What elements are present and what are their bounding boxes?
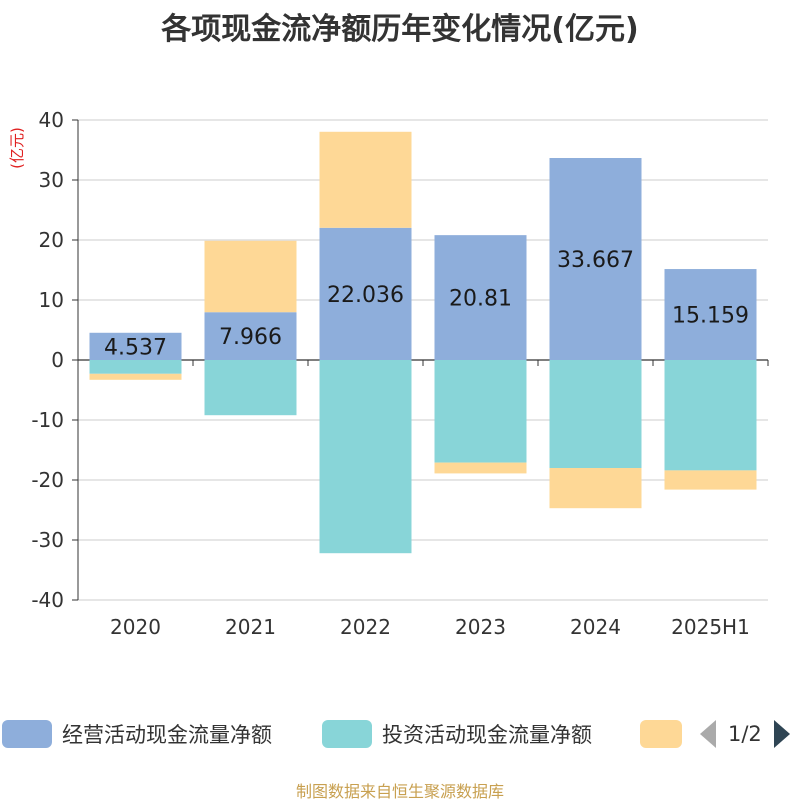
y-tick-label: 30 (39, 168, 64, 192)
bar-series-1-2025H1[interactable] (664, 360, 757, 471)
legend-swatch-third (640, 720, 682, 748)
bar-series-0-2025H1[interactable] (664, 269, 757, 360)
bar-series-1-2024[interactable] (549, 360, 642, 468)
legend-item-third[interactable] (640, 716, 682, 752)
bar-series-0-2024[interactable] (549, 157, 642, 360)
legend: 经营活动现金流量净额 投资活动现金流量净额 1/2 (0, 716, 800, 752)
bar-series-1-2021[interactable] (204, 360, 297, 416)
bar-series-2-2025H1[interactable] (664, 470, 757, 490)
data-label: 4.537 (104, 335, 167, 360)
x-tick-label: 2021 (225, 615, 276, 639)
y-axis-unit: (亿元) (8, 127, 26, 169)
source-note: 制图数据来自恒生聚源数据库 (295, 782, 504, 801)
x-tick-label: 2022 (340, 615, 391, 639)
bar-series-1-2023[interactable] (434, 360, 527, 463)
bar-chart: 40 30 20 10 0 -10 -20 -30 -40 2020 2021 2022 2023 202… (8, 108, 769, 639)
bar-series-1-2020[interactable] (89, 360, 182, 374)
bar-series-0-2023[interactable] (434, 235, 527, 360)
legend-item-investing[interactable]: 投资活动现金流量净额 (322, 716, 592, 752)
x-tick-label: 2025H1 (671, 615, 750, 639)
bar-series-2-2022[interactable] (319, 131, 412, 228)
pager-text: 1/2 (728, 722, 762, 746)
legend-label-investing: 投资活动现金流量净额 (382, 723, 592, 747)
y-tick-label: 40 (39, 108, 64, 132)
y-tick-label: -30 (31, 528, 64, 552)
bar-series-2-2020[interactable] (89, 373, 182, 380)
bar-series-1-2022[interactable] (319, 360, 412, 554)
legend-item-operating[interactable]: 经营活动现金流量净额 (2, 716, 272, 752)
y-tick-label: -10 (31, 408, 64, 432)
bar-series-2-2023[interactable] (434, 462, 527, 474)
data-label: 20.81 (449, 287, 512, 312)
data-label: 33.667 (557, 248, 634, 273)
y-tick-label: -20 (31, 468, 64, 492)
legend-label-operating: 经营活动现金流量净额 (62, 723, 272, 747)
data-labels: 4.537 7.966 22.036 20.81 33.667 15.159 (104, 248, 749, 360)
legend-pager: 1/2 (700, 716, 790, 752)
axes: 40 30 20 10 0 -10 -20 -30 -40 2020 2021 2022 2023 202… (31, 108, 769, 639)
chart-title: 各项现金流净额历年变化情况(亿元) (161, 12, 639, 47)
legend-swatch-investing (322, 720, 372, 748)
x-tick-label: 2024 (570, 615, 621, 639)
legend-swatch-operating (2, 720, 52, 748)
bar-series-0-2022[interactable] (319, 227, 412, 360)
x-tick-label: 2023 (455, 615, 506, 639)
x-tick-label: 2020 (110, 615, 161, 639)
bars (89, 131, 757, 554)
y-tick-label: 10 (39, 288, 64, 312)
grid-lines (78, 119, 768, 601)
pager-prev-icon[interactable] (700, 720, 716, 748)
bar-series-0-2021[interactable] (204, 312, 297, 360)
bar-series-2-2021[interactable] (204, 240, 297, 313)
bar-series-2-2024[interactable] (549, 468, 642, 509)
pager-next-icon[interactable] (773, 720, 790, 748)
data-label: 15.159 (672, 304, 749, 329)
y-tick-label: 0 (51, 348, 64, 372)
data-label: 7.966 (219, 325, 282, 350)
bar-series-0-2020[interactable] (89, 332, 182, 360)
y-tick-label: -40 (31, 588, 64, 612)
data-label: 22.036 (327, 283, 404, 308)
y-tick-label: 20 (39, 228, 64, 252)
